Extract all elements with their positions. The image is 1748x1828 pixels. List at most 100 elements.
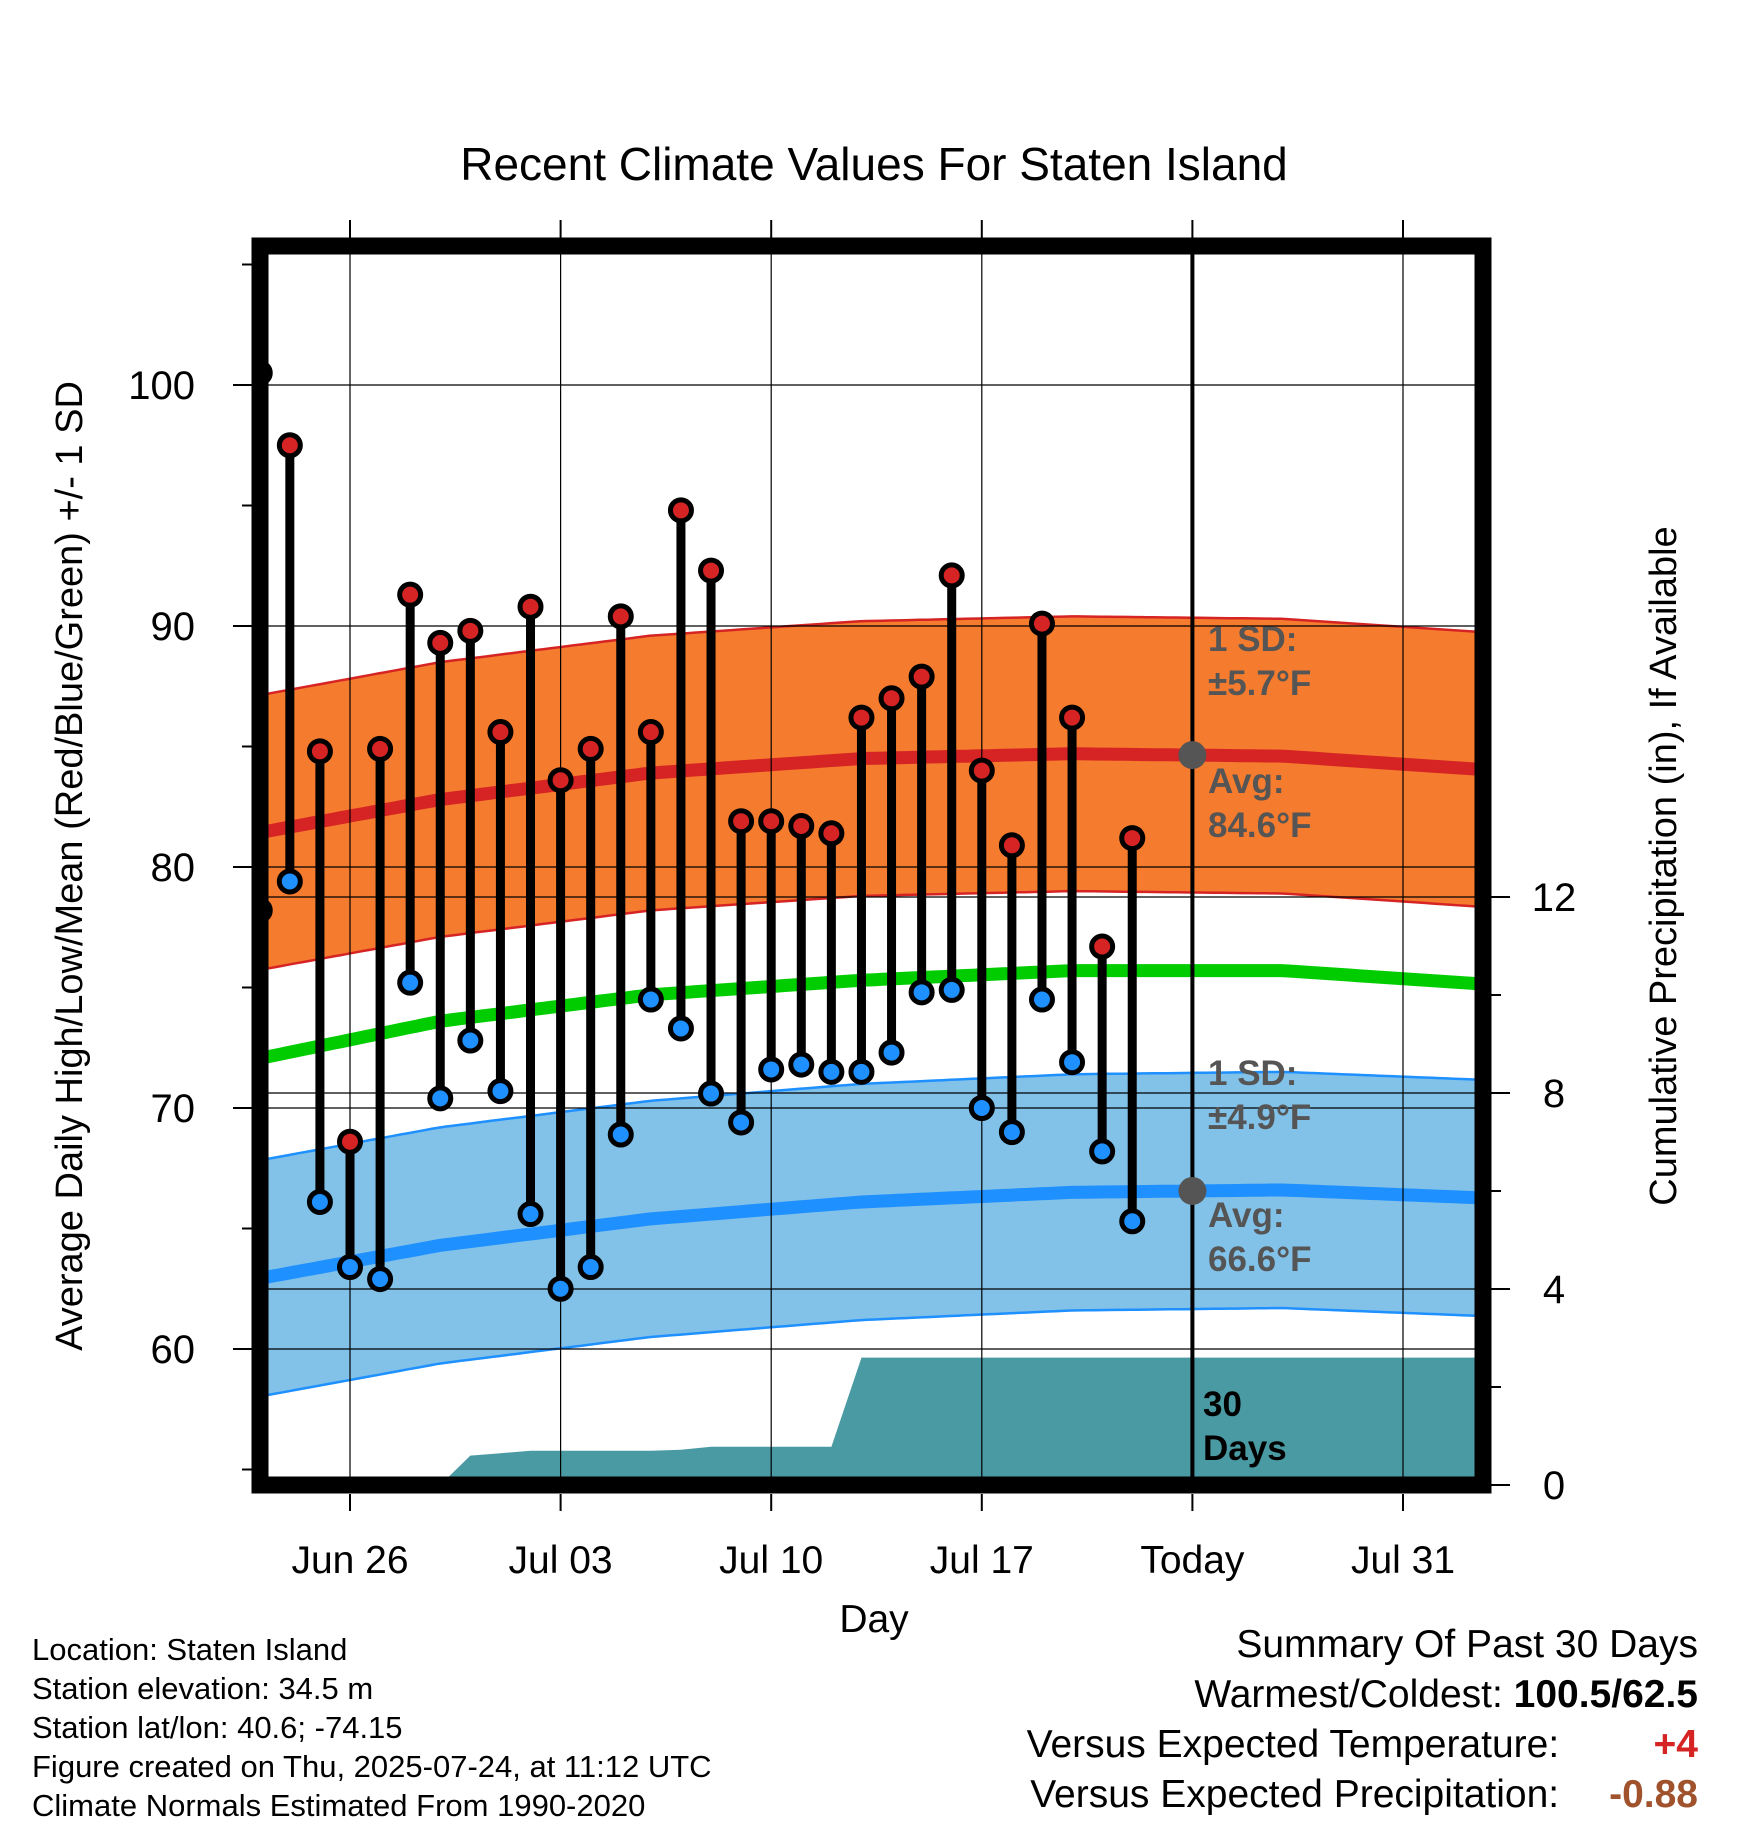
x-tick-label: Jul 03 — [509, 1539, 613, 1582]
daily-high-point — [427, 629, 454, 656]
high-sd-value: ±5.7°F — [1208, 664, 1311, 703]
normals-text: Climate Normals Estimated From 1990-2020 — [32, 1788, 646, 1823]
daily-low-point — [818, 1058, 845, 1085]
daily-high-point — [698, 557, 725, 584]
x-tick-label: Jul 31 — [1351, 1539, 1455, 1582]
low-sd-upper-line — [265, 1070, 1477, 1161]
daily-high-point — [938, 562, 965, 589]
x-tick-label: Jul 10 — [719, 1539, 823, 1582]
precip-row: Versus Expected Precipitation: -0.88 — [1027, 1770, 1698, 1820]
daily-low-point — [517, 1201, 544, 1228]
daily-low-point — [998, 1119, 1025, 1146]
daily-high-point — [878, 685, 905, 712]
daily-low-point — [337, 1254, 363, 1281]
summary-title: Summary Of Past 30 Days — [1236, 1623, 1698, 1666]
daily-low-point — [788, 1051, 815, 1078]
daily-high-point — [367, 735, 394, 762]
daily-high-point — [1059, 704, 1086, 731]
low-avg-marker — [1178, 1176, 1207, 1205]
x-axis-label: Day — [839, 1598, 909, 1641]
daily-low-point — [637, 986, 664, 1013]
daily-high-point — [306, 738, 333, 765]
created-text: Figure created on Thu, 2025-07-24, at 11… — [32, 1749, 712, 1784]
daily-high-point — [517, 593, 544, 620]
daily-high-point — [848, 704, 875, 731]
daily-high-point — [276, 432, 303, 459]
low-sd-band — [265, 1071, 1477, 1396]
daily-low-point — [698, 1080, 725, 1107]
precip-value: -0.88 — [1609, 1773, 1698, 1816]
high-sd-label: 1 SD: — [1208, 620, 1297, 659]
normal-mean-line — [264, 964, 1478, 1064]
daily-low-point — [607, 1121, 634, 1148]
daily-low-point — [848, 1058, 875, 1085]
daily-low-point — [427, 1085, 454, 1112]
plot-area — [260, 246, 1483, 1485]
daily-low-point — [306, 1188, 333, 1215]
location-text: Location: Staten Island — [32, 1632, 348, 1667]
low-sd-value: ±4.9°F — [1208, 1098, 1311, 1137]
high-avg-marker — [1178, 741, 1207, 770]
daily-high-point — [337, 1128, 363, 1155]
daily-low-point — [1028, 986, 1055, 1013]
daily-high-point — [728, 808, 755, 835]
precip-label: Versus Expected Precipitation: — [1030, 1773, 1560, 1816]
daily-low-point — [728, 1109, 755, 1136]
days-label-text: Days — [1203, 1429, 1287, 1468]
daily-low-point — [367, 1266, 394, 1293]
y2-tick-label: 4 — [1543, 1268, 1565, 1312]
station-info: Location: Staten Island Station elevatio… — [32, 1630, 712, 1825]
warm-cold-label: Warmest/Coldest: — [1194, 1673, 1503, 1716]
x-tick-label: Jun 26 — [291, 1539, 408, 1582]
daily-low-point — [1059, 1049, 1086, 1076]
daily-high-point — [547, 767, 574, 794]
low-avg-value: 66.6°F — [1208, 1240, 1312, 1279]
daily-high-point — [637, 719, 664, 746]
daily-low-point — [758, 1056, 785, 1083]
daily-low-point — [487, 1078, 514, 1105]
daily-high-point — [577, 735, 604, 762]
y-tick-label: 80 — [151, 846, 196, 890]
y2-tick-label: 12 — [1532, 876, 1577, 920]
daily-high-point — [1028, 610, 1055, 637]
normal-low-line — [264, 1183, 1477, 1284]
daily-high-point — [788, 813, 815, 840]
latlon-text: Station lat/lon: 40.6; -74.15 — [32, 1710, 403, 1745]
temp-label: Versus Expected Temperature: — [1026, 1723, 1560, 1766]
daily-high-point — [667, 497, 694, 524]
daily-high-point — [908, 663, 935, 690]
y-axis-label: Average Daily High/Low/Mean (Red/Blue/Gr… — [49, 381, 91, 1351]
daily-low-point — [547, 1275, 574, 1302]
x-tick-label: Jul 17 — [930, 1539, 1034, 1582]
high-avg-label: Avg: — [1208, 762, 1284, 801]
daily-low-point — [1089, 1138, 1116, 1165]
x-tick-label: Today — [1140, 1539, 1245, 1582]
y2-axis-label: Cumulative Precipitation (in), If Availa… — [1643, 526, 1685, 1205]
days-label-number: 30 — [1203, 1385, 1242, 1424]
chart-title: Recent Climate Values For Staten Island — [460, 138, 1288, 190]
low-sd-label: 1 SD: — [1208, 1054, 1297, 1093]
warm-cold-row: Warmest/Coldest: 100.5/62.5 — [1027, 1670, 1698, 1720]
warm-cold-value: 100.5/62.5 — [1513, 1673, 1698, 1716]
y-tick-label: 60 — [151, 1328, 196, 1372]
daily-low-point — [397, 969, 424, 996]
daily-high-point — [397, 581, 424, 608]
daily-low-point — [938, 976, 965, 1003]
summary-panel: Summary Of Past 30 Days Warmest/Coldest:… — [1027, 1620, 1698, 1820]
daily-low-point — [577, 1254, 604, 1281]
daily-high-point — [818, 820, 845, 847]
y-tick-label: 70 — [151, 1087, 196, 1131]
high-sd-band — [265, 616, 1477, 969]
precip-area — [260, 1357, 1479, 1485]
daily-high-point — [998, 832, 1025, 859]
low-avg-label: Avg: — [1208, 1196, 1284, 1235]
daily-low-point — [276, 868, 303, 895]
temp-row: Versus Expected Temperature: +4 — [1027, 1720, 1698, 1770]
daily-high-point — [1119, 825, 1146, 852]
temp-value: +4 — [1653, 1723, 1698, 1766]
daily-high-point — [487, 719, 514, 746]
elevation-text: Station elevation: 34.5 m — [32, 1671, 374, 1706]
daily-low-point — [878, 1039, 905, 1066]
high-avg-value: 84.6°F — [1208, 806, 1312, 845]
